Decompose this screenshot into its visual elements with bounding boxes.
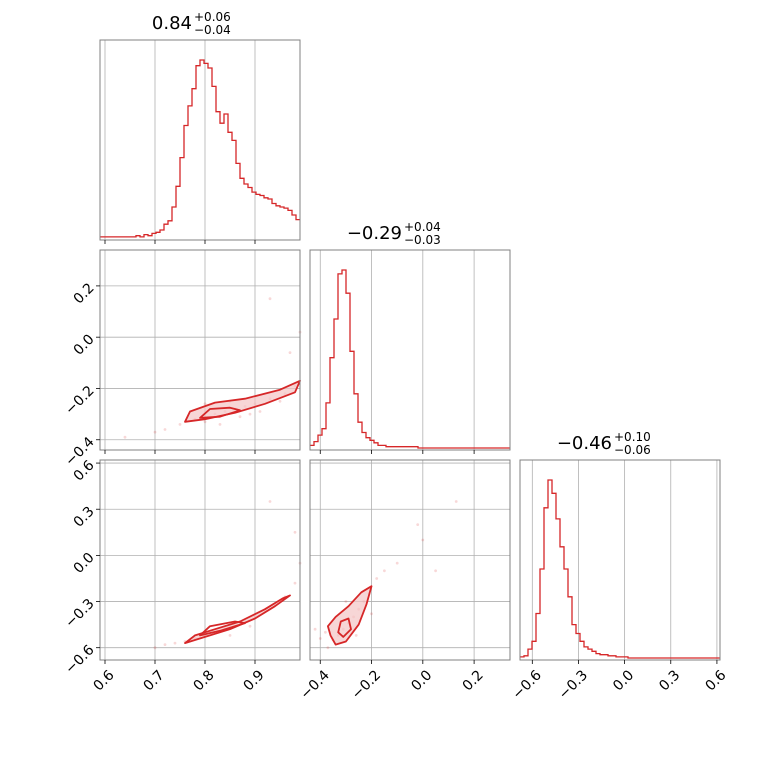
contour-inner	[199, 406, 241, 419]
sample-point	[344, 600, 348, 603]
contour-outer	[184, 594, 291, 645]
x-tick-label: 0.0	[610, 667, 637, 694]
sample-point	[326, 646, 330, 650]
x-tick-label: 0.0	[408, 667, 435, 694]
x-tick-label: −0.6	[510, 667, 545, 702]
sample-point	[318, 637, 322, 640]
title-upper: +0.06	[194, 10, 231, 24]
density-panel: −0.4−0.20.00.2	[62, 249, 302, 469]
x-tick-label: 0.6	[91, 667, 118, 694]
x-tick-label: 0.3	[656, 667, 683, 694]
histogram-panel	[99, 39, 301, 244]
panel-frame	[99, 39, 301, 241]
sample-point	[293, 581, 297, 585]
sample-point	[163, 428, 167, 431]
sample-point	[248, 624, 252, 628]
x-tick-label: 0.9	[241, 667, 268, 694]
title-median: −0.46	[557, 433, 612, 454]
panel-title: 0.84 +0.06−0.04	[152, 10, 231, 37]
panel-frame	[99, 249, 301, 451]
title-median: 0.84	[152, 13, 192, 34]
contour-inner	[337, 617, 352, 638]
sample-point	[383, 569, 386, 573]
sample-point	[153, 646, 157, 650]
title-median: −0.29	[347, 223, 402, 244]
title-lower: −0.04	[194, 23, 231, 37]
sample-point	[288, 351, 292, 354]
sample-point	[278, 399, 282, 403]
sample-point	[203, 420, 207, 424]
panel-frame	[309, 459, 511, 661]
panel-background	[100, 460, 300, 660]
y-tick-label: 0.3	[71, 504, 98, 531]
sample-point	[123, 435, 127, 439]
sample-point	[153, 430, 157, 434]
panel-background	[100, 40, 300, 240]
y-tick-label: 0.0	[71, 332, 98, 359]
x-tick-label: 0.8	[191, 667, 218, 694]
panel-title: −0.46 +0.10−0.06	[557, 430, 651, 457]
y-tick-label: −0.3	[62, 596, 97, 631]
histogram-panel: −0.6 −0.3 0.0 0.3 0.6	[510, 459, 730, 703]
sample-point	[268, 500, 272, 503]
sample-point	[178, 423, 182, 426]
panel-frame	[99, 459, 301, 661]
sample-point	[248, 412, 252, 416]
sample-point	[293, 530, 297, 534]
x-tick-label: −0.4	[298, 667, 333, 702]
sample-point	[258, 410, 262, 413]
y-tick-label: −0.2	[62, 383, 97, 418]
title-lower: −0.03	[404, 233, 441, 247]
histogram-panel	[309, 249, 511, 454]
density-panel: −0.4 −0.2 0.0 0.2	[298, 459, 511, 703]
sample-point	[324, 630, 327, 634]
panel-frame	[519, 459, 721, 661]
sample-point	[203, 402, 207, 406]
x-tick-label: −0.3	[556, 667, 591, 702]
panel-background	[520, 460, 720, 660]
sample-point	[375, 577, 379, 580]
sample-point	[218, 423, 222, 426]
sample-point	[421, 538, 425, 542]
sample-point	[434, 569, 437, 573]
y-tick-label: 0.2	[71, 280, 98, 307]
title-upper: +0.10	[614, 430, 651, 444]
histogram-line	[100, 59, 300, 238]
contour-inner	[199, 620, 246, 637]
panel-title: −0.29 +0.04−0.03	[347, 220, 441, 247]
sample-point	[416, 523, 420, 526]
x-tick-label: 0.7	[141, 667, 168, 694]
sample-point	[370, 612, 373, 616]
title-upper: +0.04	[404, 220, 441, 234]
histogram-line	[310, 269, 510, 449]
y-tick-label: 0.0	[71, 550, 98, 577]
x-tick-label: −0.2	[349, 667, 384, 702]
histogram-line	[520, 479, 720, 659]
panel-frame	[309, 249, 511, 451]
sample-point	[163, 643, 167, 646]
density-panel: 0.6 0.7 0.8 0.9−0.6−0.30.00.30.6	[62, 457, 302, 694]
title-lower: −0.06	[614, 443, 651, 457]
sample-point	[173, 641, 177, 645]
y-tick-label: −0.6	[62, 642, 97, 677]
panel-background	[310, 250, 510, 450]
sample-point	[238, 415, 242, 419]
sample-point	[268, 297, 272, 301]
x-tick-label: 0.2	[460, 667, 487, 694]
sample-point	[454, 500, 458, 503]
sample-point	[313, 627, 317, 631]
sample-point	[228, 634, 232, 637]
x-tick-label: 0.6	[702, 667, 729, 694]
sample-point	[354, 634, 358, 637]
sample-point	[395, 561, 399, 565]
